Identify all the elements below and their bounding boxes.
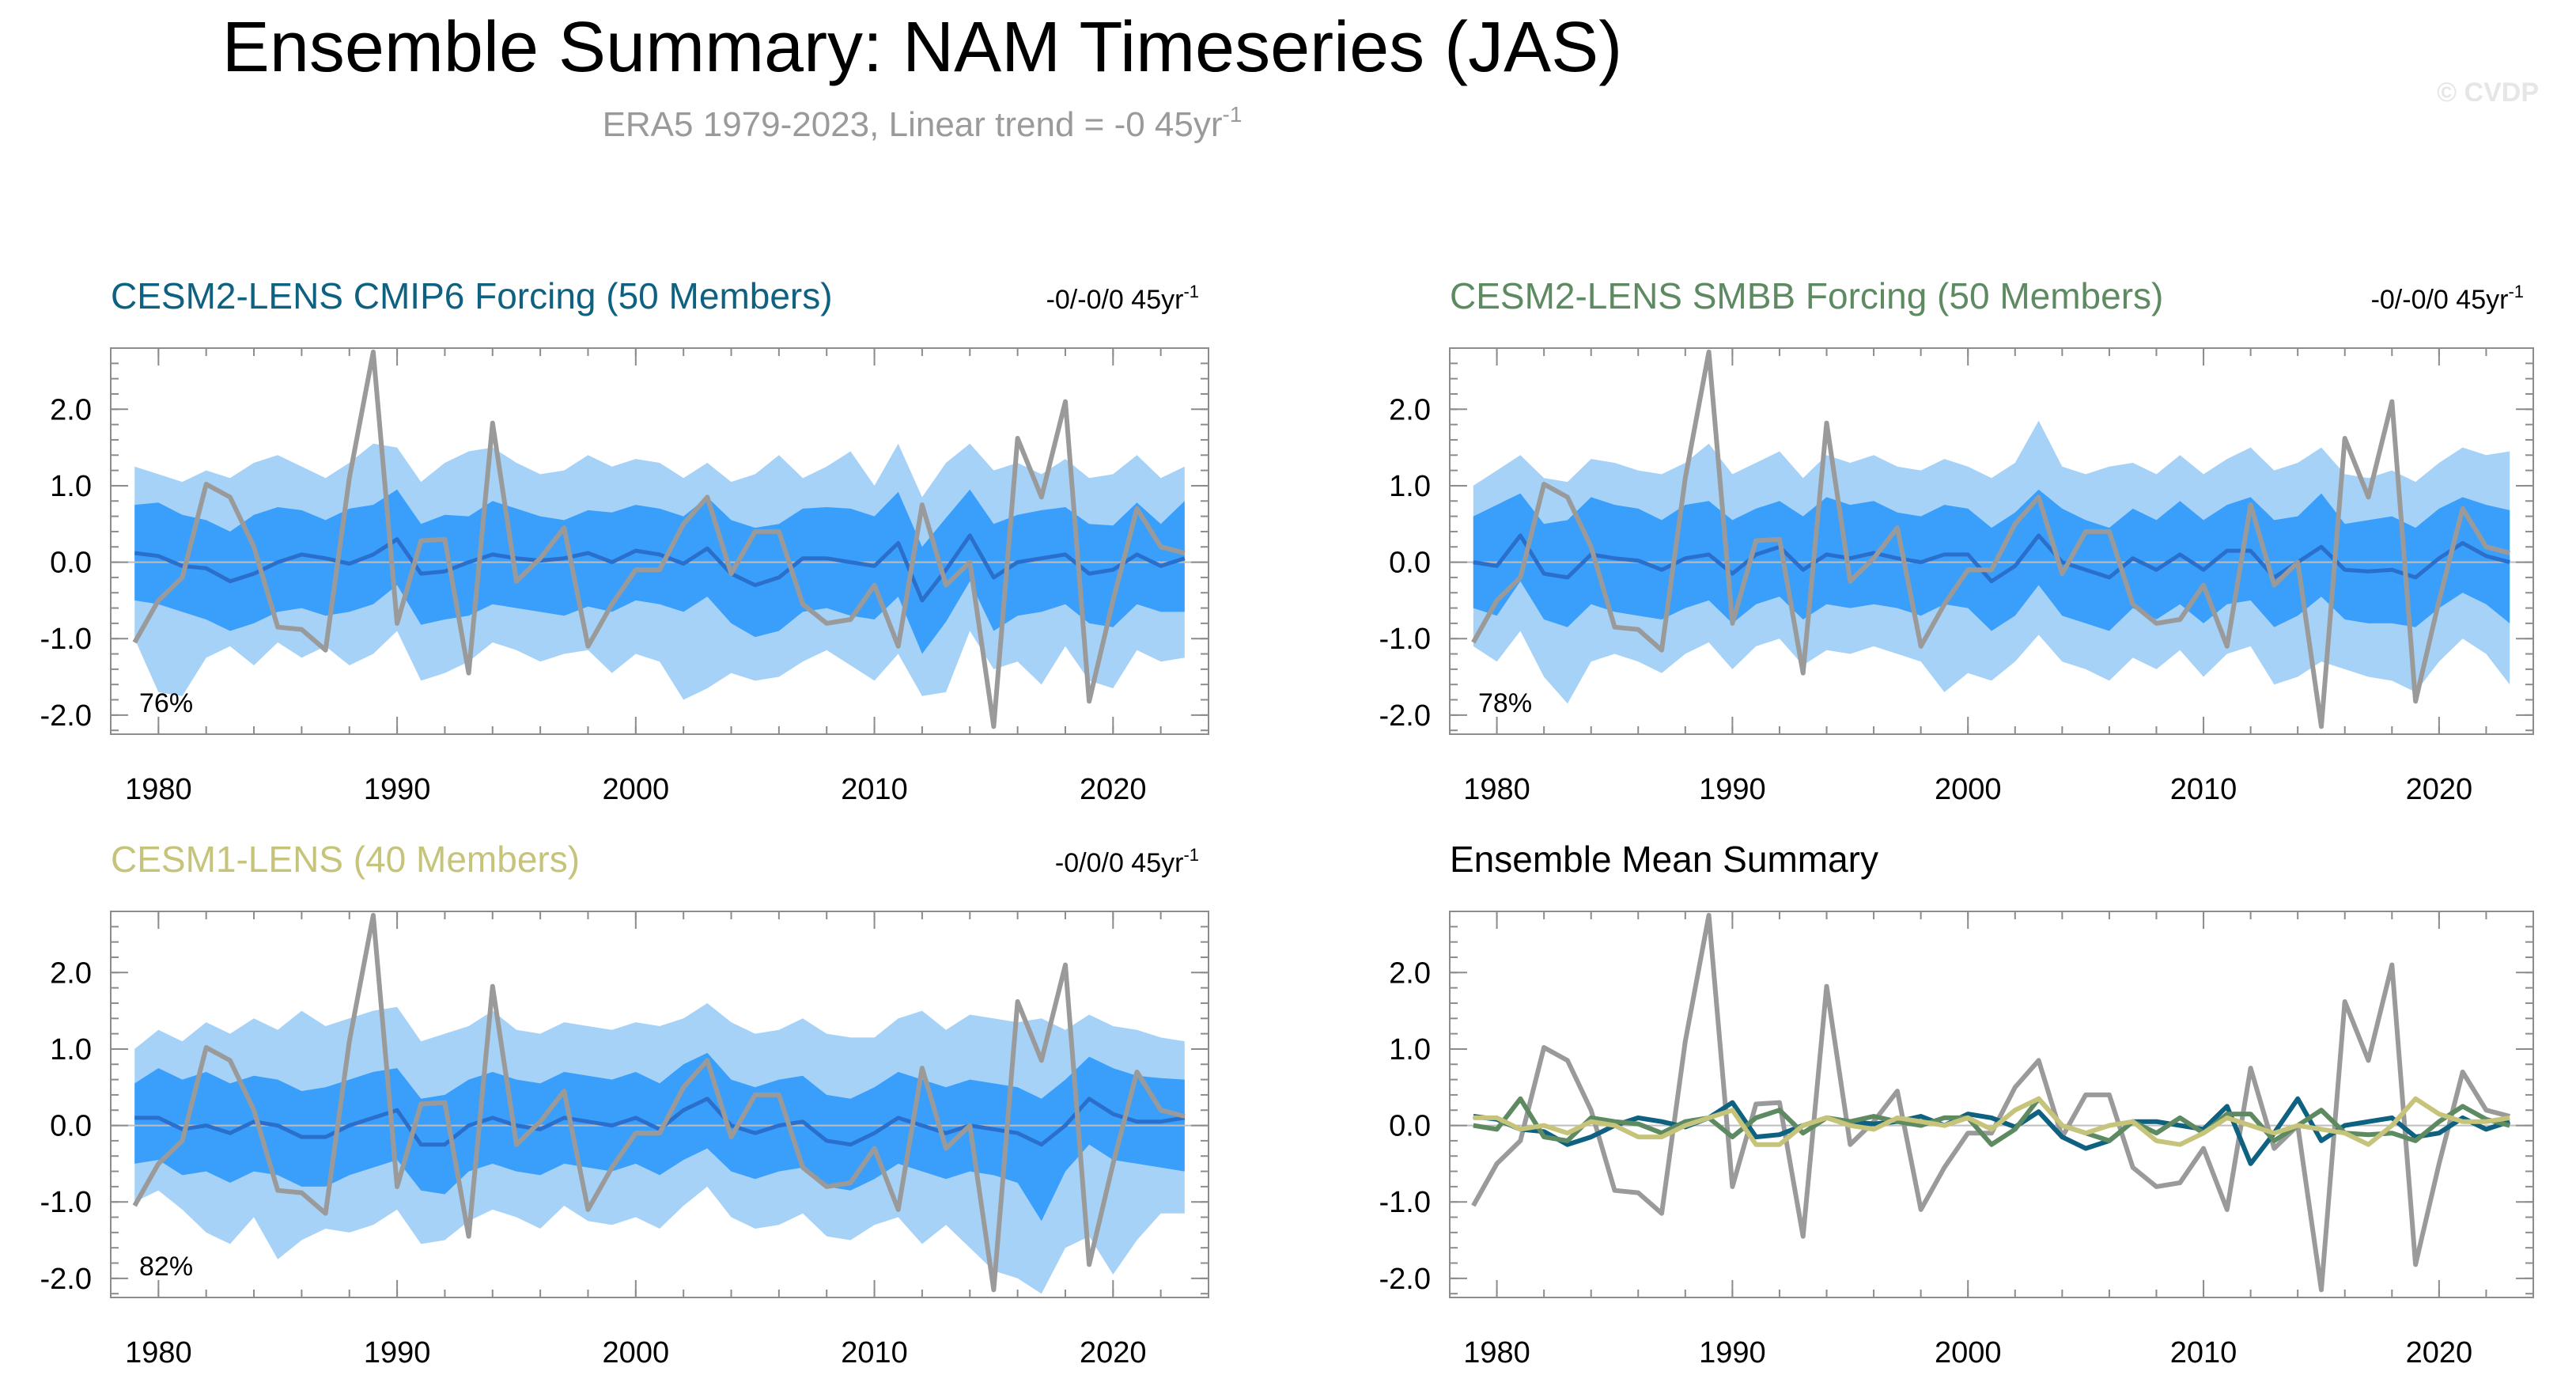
y-tick-label: 1.0 <box>50 470 92 503</box>
plot-area-cmip6 <box>111 349 1209 729</box>
y-tick-label: 2.0 <box>50 956 92 990</box>
band-inner <box>1473 489 2510 631</box>
y-tick-label: 1.0 <box>50 1033 92 1066</box>
panel-title: CESM1-LENS (40 Members) <box>111 839 580 880</box>
percent-label: 76% <box>139 688 193 718</box>
axis-ticks <box>1449 348 2534 734</box>
y-tick-label: -1.0 <box>1379 623 1431 656</box>
ensemble-mean-line <box>134 533 1186 603</box>
plot-frame <box>1449 347 2534 735</box>
subtitle-main: ERA5 1979-2023, Linear trend = -0 45yr <box>603 105 1223 144</box>
figure-subtitle: ERA5 1979-2023, Linear trend = -0 45yr-1 <box>603 102 1243 144</box>
x-tick-label: 1990 <box>364 773 431 806</box>
x-tick-label: 1990 <box>1699 773 1766 806</box>
y-tick-label: -1.0 <box>1379 1186 1431 1219</box>
observed-era5-line <box>132 349 1186 729</box>
trend-label: -0/0/0 45yr-1 <box>1055 845 1199 878</box>
chart-panel-cesm1: 2.0 1.0 0.0 -1.0 -2.0 1980 1990 2000 2010 2020 CES… <box>40 839 1209 1369</box>
y-tick-label: 2.0 <box>1389 393 1431 426</box>
observed-era5-line <box>132 912 1186 1293</box>
plot-area-smbb <box>1450 349 2533 729</box>
x-tick-label: 2010 <box>2170 1336 2237 1369</box>
y-tick-label: -2.0 <box>1379 1263 1431 1296</box>
x-tick-label: 2010 <box>841 773 908 806</box>
observed-era5-line <box>1471 349 2510 729</box>
trend-value: -0/-0/0 45yr <box>2371 285 2509 315</box>
axis-ticks <box>1449 911 2534 1297</box>
series-line-0 <box>1471 912 2510 1293</box>
x-tick-label: 2010 <box>2170 773 2237 806</box>
x-tick-label: 2000 <box>1935 773 2002 806</box>
x-tick-label: 2000 <box>603 1336 670 1369</box>
axis-ticks <box>110 348 1209 734</box>
y-tick-label: -1.0 <box>40 623 92 656</box>
x-tick-label: 2020 <box>1080 773 1147 806</box>
y-tick-label: -2.0 <box>1379 699 1431 733</box>
y-tick-label: -2.0 <box>40 699 92 733</box>
series-line-2 <box>1473 1096 2510 1147</box>
x-tick-label: 2000 <box>603 773 670 806</box>
chart-panel-mean: 2.0 1.0 0.0 -1.0 -2.0 1980 1990 2000 2010 2020 Ens… <box>1379 839 2534 1369</box>
percent-label: 78% <box>1478 688 1532 718</box>
trend-superscript: -1 <box>1183 282 1199 301</box>
trend-superscript: -1 <box>2508 282 2524 301</box>
x-tick-label: 1990 <box>364 1336 431 1369</box>
y-tick-label: 0.0 <box>50 547 92 580</box>
x-tick-label: 1980 <box>125 773 192 806</box>
x-tick-label: 1980 <box>1463 773 1530 806</box>
trend-label: -0/-0/0 45yr-1 <box>1046 282 1199 315</box>
trend-value: -0/0/0 45yr <box>1055 848 1184 878</box>
y-tick-label: -1.0 <box>40 1186 92 1219</box>
series-line-3 <box>1473 1096 2510 1147</box>
band-inner <box>134 1052 1185 1222</box>
chart-panel-cmip6: 2.0 1.0 0.0 -1.0 -2.0 1980 1990 2000 2010 2020 CES… <box>40 275 1209 806</box>
plot-frame <box>110 911 1209 1298</box>
y-tick-label: 2.0 <box>50 393 92 426</box>
watermark: © CVDP <box>2437 78 2539 108</box>
x-tick-label: 2010 <box>841 1336 908 1369</box>
x-tick-label: 1980 <box>1463 1336 1530 1369</box>
panel-title: Ensemble Mean Summary <box>1450 839 1878 880</box>
panel-title: CESM2-LENS CMIP6 Forcing (50 Members) <box>111 275 833 316</box>
plot-area-cesm1 <box>111 912 1209 1294</box>
plot-area-mean <box>1450 912 2533 1293</box>
y-tick-label: 0.0 <box>1389 547 1431 580</box>
plot-frame <box>1449 911 2534 1298</box>
axis-ticks <box>110 911 1209 1297</box>
trend-label: -0/-0/0 45yr-1 <box>2371 282 2524 315</box>
y-tick-label: 1.0 <box>1389 1033 1431 1066</box>
panel-title: CESM2-LENS SMBB Forcing (50 Members) <box>1450 275 2163 316</box>
y-tick-label: -2.0 <box>40 1263 92 1296</box>
plot-frame <box>110 347 1209 735</box>
panels-container: 2.0 1.0 0.0 -1.0 -2.0 1980 1990 2000 2010 2020 CES… <box>40 275 2534 1369</box>
y-tick-label: 0.0 <box>50 1110 92 1143</box>
trend-value: -0/-0/0 45yr <box>1046 285 1184 315</box>
x-tick-label: 1990 <box>1699 1336 1766 1369</box>
x-tick-label: 2020 <box>1080 1336 1147 1369</box>
figure-title: Ensemble Summary: NAM Timeseries (JAS) <box>222 8 1622 87</box>
percent-label: 82% <box>139 1252 193 1282</box>
trend-superscript: -1 <box>1183 845 1199 865</box>
chart-panel-smbb: 2.0 1.0 0.0 -1.0 -2.0 1980 1990 2000 2010 2020 CES… <box>1379 275 2534 806</box>
x-tick-label: 2000 <box>1935 1336 2002 1369</box>
x-tick-label: 2020 <box>2406 1336 2473 1369</box>
y-tick-label: 0.0 <box>1389 1110 1431 1143</box>
subtitle-superscript: -1 <box>1223 102 1243 127</box>
y-tick-label: 1.0 <box>1389 470 1431 503</box>
x-tick-label: 1980 <box>125 1336 192 1369</box>
x-tick-label: 2020 <box>2406 773 2473 806</box>
y-tick-label: 2.0 <box>1389 956 1431 990</box>
